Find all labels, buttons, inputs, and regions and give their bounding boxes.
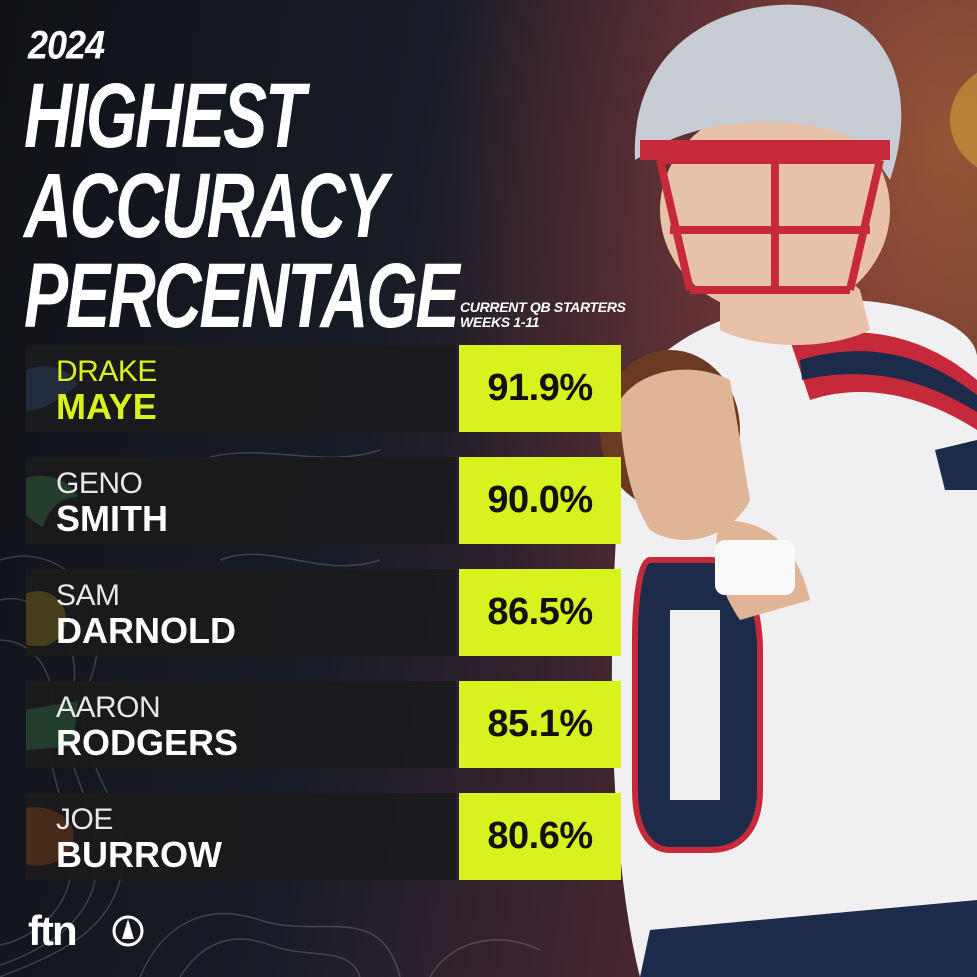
ranking-row: SAM DARNOLD 86.5% [26,569,621,656]
player-name-box: GENO SMITH [26,457,456,544]
ftn-logo-text: ftn [28,907,76,954]
subtitle: CURRENT QB STARTERS WEEKS 1-11 [460,300,626,330]
ranking-row: GENO SMITH 90.0% [26,457,621,544]
seahawks-logo-icon [26,475,78,527]
year-label: 2024 [28,22,105,68]
percentage-box: 86.5% [459,569,621,656]
player-last-name: RODGERS [56,722,239,763]
subtitle-line-1: CURRENT QB STARTERS [460,299,626,315]
player-last-name: MAYE [56,386,157,427]
jets-logo-icon [26,701,78,751]
title-line-1: HIGHEST [24,65,305,167]
player-first-name: DRAKE [56,355,157,388]
percentage-box: 90.0% [459,457,621,544]
player-image [600,4,977,977]
player-first-name: AARON [56,691,161,724]
ranking-row: AARON RODGERS 85.1% [26,681,621,768]
ranking-row: JOE BURROW 80.6% [26,793,621,880]
player-name-box: DRAKE MAYE [26,345,456,432]
player-first-name: JOE [56,803,113,836]
player-last-name: DARNOLD [56,610,236,651]
percentage-box: 91.9% [459,345,621,432]
player-last-name: SMITH [56,498,168,539]
accuracy-percentage: 85.1% [487,703,593,745]
bengals-logo-icon [26,807,74,866]
player-first-name: SAM [56,579,120,612]
player-first-name: GENO [56,467,143,500]
player-last-name: BURROW [56,834,222,875]
title-line-2: ACCURACY [24,155,388,257]
percentage-box: 85.1% [459,681,621,768]
player-name-box: JOE BURROW [26,793,456,880]
patriots-logo-icon [26,366,78,411]
accuracy-percentage: 86.5% [487,591,593,633]
accuracy-percentage: 90.0% [487,479,593,521]
player-name-box: SAM DARNOLD [26,569,456,656]
vikings-logo-icon [26,591,66,646]
percentage-box: 80.6% [459,793,621,880]
subtitle-line-2: WEEKS 1-11 [460,314,540,330]
player-name-box: AARON RODGERS [26,681,456,768]
title-line-3: PERCENTAGE [24,245,460,347]
accuracy-percentage: 91.9% [487,367,593,409]
ranking-row: DRAKE MAYE 91.9% [26,345,621,432]
accuracy-percentage: 80.6% [487,815,593,857]
ftn-logo: ftn [28,907,144,954]
